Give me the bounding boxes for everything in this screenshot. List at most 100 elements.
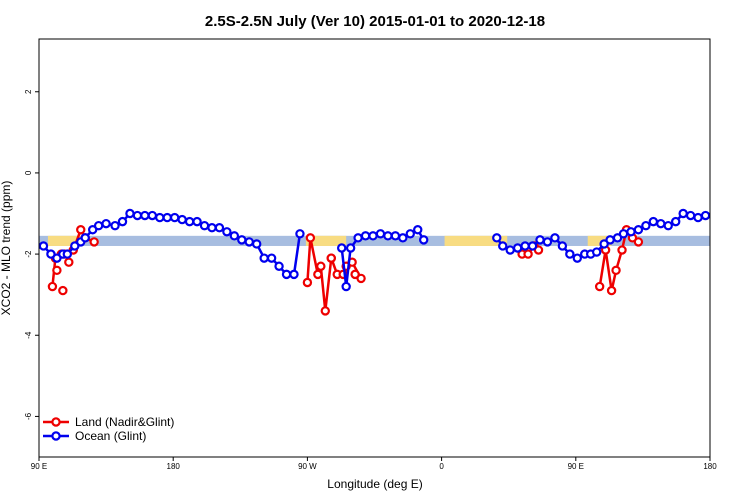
ocean-point: [413, 225, 423, 235]
land-band: [305, 235, 347, 246]
land-point: [316, 261, 326, 271]
ocean-point: [101, 218, 111, 229]
y-tick-label: 2: [24, 89, 33, 94]
ocean-point: [618, 229, 629, 239]
ocean-point: [117, 216, 128, 227]
land-point: [305, 233, 316, 243]
land-point: [606, 285, 617, 296]
ocean-point: [199, 220, 210, 231]
ocean-point: [368, 231, 378, 241]
ocean-point: [274, 261, 284, 271]
ocean-point: [336, 243, 347, 253]
ocean-point: [542, 237, 553, 247]
ocean-point: [132, 210, 143, 221]
x-tick-label: 90 W: [298, 462, 317, 471]
ocean-point: [177, 214, 187, 225]
ocean-point: [700, 210, 710, 221]
ocean-point: [110, 220, 120, 231]
ocean-point: [498, 241, 508, 251]
ocean-point: [656, 218, 666, 229]
ocean-point: [512, 243, 523, 253]
x-axis: 90 E 180 90 W 0 90 E 180: [31, 457, 717, 471]
land-band: [587, 235, 612, 246]
legend: Land (Nadir&Glint)Ocean (Glint): [43, 415, 174, 443]
ocean-point: [505, 245, 515, 255]
ocean-point: [93, 220, 104, 231]
ocean-point: [605, 235, 615, 245]
ocean-point: [550, 233, 560, 243]
y-axis-label: XCO2 - MLO trend (ppm): [0, 181, 13, 316]
x-tick-label: 90 E: [31, 462, 47, 471]
land-band: [47, 235, 83, 246]
ocean-point: [345, 243, 356, 253]
ocean-point: [162, 212, 172, 223]
ocean-point: [405, 229, 415, 239]
land-point: [302, 277, 313, 288]
x-tick-label: 180: [703, 462, 717, 471]
ocean-point: [252, 239, 262, 249]
ocean-point: [184, 216, 195, 227]
series-layer: [39, 208, 710, 316]
ocean-point: [237, 235, 247, 245]
ocean-point: [222, 227, 232, 237]
ocean-point: [419, 235, 429, 245]
plot-frame: [38, 38, 711, 458]
y-tick-label: 0: [24, 170, 33, 175]
ocean-point: [353, 233, 363, 243]
chart-title: 2.5S-2.5N July (Ver 10) 2015-01-01 to 20…: [205, 13, 545, 30]
ocean-point: [633, 225, 644, 235]
ocean-point: [520, 241, 530, 251]
ocean-point: [80, 233, 90, 243]
ocean-point: [62, 249, 73, 259]
ocean-point: [281, 269, 292, 280]
land-point: [594, 281, 605, 292]
x-tick-label: 0: [439, 462, 444, 471]
land-point: [52, 265, 62, 276]
land-point: [350, 269, 360, 280]
ocean-point: [341, 281, 351, 292]
ocean-point: [626, 227, 636, 237]
land-point: [89, 237, 99, 247]
ocean-point: [125, 208, 135, 219]
ocean-point: [565, 249, 575, 259]
land-point: [64, 257, 74, 267]
ocean-point: [527, 241, 538, 251]
ocean-point: [169, 212, 180, 223]
land-point: [320, 306, 330, 316]
land-point: [617, 245, 627, 255]
y-tick-label: -6: [24, 412, 33, 420]
ocean-point: [663, 220, 673, 231]
background-band: [39, 235, 710, 246]
legend-swatch-point: [51, 431, 61, 441]
ocean-point: [557, 241, 568, 251]
x-axis-label: Longitude (deg E): [327, 477, 422, 491]
ocean-point: [207, 223, 217, 233]
ocean-point: [375, 229, 386, 239]
ocean-point: [535, 235, 545, 245]
ocean-point: [155, 212, 165, 223]
ocean-point: [492, 233, 502, 243]
ocean-point: [192, 216, 202, 227]
legend-label: Ocean (Glint): [75, 429, 146, 443]
ocean-point: [648, 216, 659, 227]
ocean-point: [360, 231, 371, 241]
ocean-point: [244, 237, 254, 247]
land-point: [326, 253, 336, 263]
ocean-point: [641, 220, 651, 231]
ocean-point: [214, 223, 225, 233]
x-tick-label: 180: [167, 462, 181, 471]
land-point: [523, 249, 533, 259]
plot-clip-group: [39, 208, 710, 316]
ocean-point: [678, 208, 688, 219]
x-tick-label: 90 E: [568, 462, 584, 471]
ocean-point: [259, 253, 269, 263]
land-point: [58, 285, 68, 296]
ocean-point: [671, 216, 681, 227]
ocean-point: [295, 229, 305, 239]
legend-swatch-point: [51, 417, 61, 427]
ocean-point: [390, 231, 401, 241]
ocean-point: [229, 231, 240, 241]
legend-label: Land (Nadir&Glint): [75, 415, 174, 429]
ocean-point: [398, 233, 408, 243]
